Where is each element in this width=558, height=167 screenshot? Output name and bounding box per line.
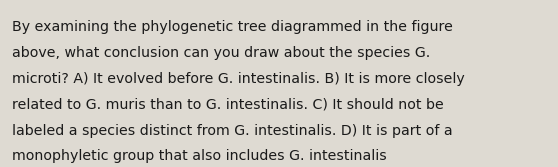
- Text: above, what conclusion can you draw about the species G.: above, what conclusion can you draw abou…: [12, 46, 431, 60]
- Text: related to G. muris than to G. intestinalis. C) It should not be: related to G. muris than to G. intestina…: [12, 98, 444, 112]
- Text: By examining the phylogenetic tree diagrammed in the figure: By examining the phylogenetic tree diagr…: [12, 20, 453, 34]
- Text: labeled a species distinct from G. intestinalis. D) It is part of a: labeled a species distinct from G. intes…: [12, 124, 453, 138]
- Text: monophyletic group that also includes G. intestinalis: monophyletic group that also includes G.…: [12, 149, 387, 163]
- Text: microti? A) It evolved before G. intestinalis. B) It is more closely: microti? A) It evolved before G. intesti…: [12, 72, 465, 86]
